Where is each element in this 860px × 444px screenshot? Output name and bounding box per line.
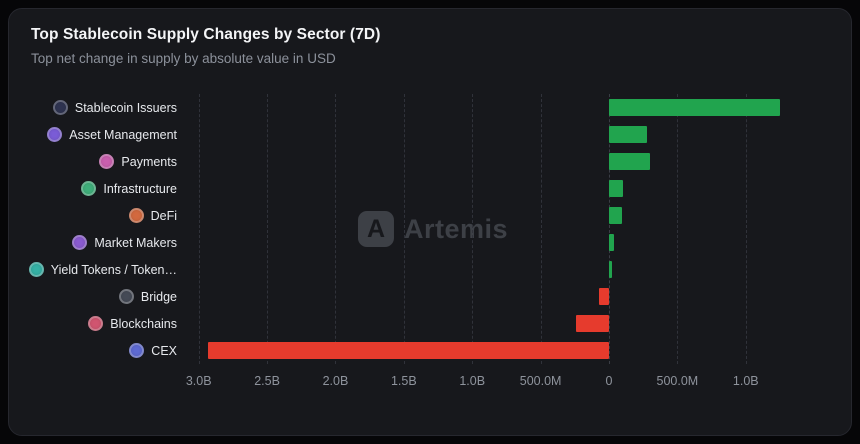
chart-row: Payments — [9, 148, 851, 175]
bridge-icon — [118, 289, 134, 304]
x-tick-label: 1.5B — [390, 374, 417, 388]
bar-asset-management[interactable] — [609, 126, 648, 143]
category-label: Infrastructure — [9, 181, 177, 196]
chart-header: Top Stablecoin Supply Changes by Sector … — [9, 9, 851, 66]
category-label-text: Yield Tokens / Token… — [50, 262, 177, 277]
category-label: Yield Tokens / Token… — [9, 262, 177, 277]
x-tick-label: 2.0B — [322, 374, 349, 388]
category-label-text: Stablecoin Issuers — [74, 100, 177, 115]
bar-track — [185, 175, 821, 202]
category-label: Stablecoin Issuers — [9, 100, 177, 115]
chart-row: Blockchains — [9, 310, 851, 337]
category-label: CEX — [9, 343, 177, 358]
bar-market-makers[interactable] — [609, 234, 615, 251]
chart-title: Top Stablecoin Supply Changes by Sector … — [31, 26, 381, 43]
bar-chart: A Artemis Stablecoin Issuers Asset Manage… — [9, 94, 851, 394]
bar-cex[interactable] — [208, 342, 609, 359]
category-label: DeFi — [9, 208, 177, 223]
blockchains-icon — [88, 316, 104, 331]
category-label-text: Payments — [121, 154, 177, 169]
chart-rows: Stablecoin Issuers Asset Management Paymen… — [9, 94, 851, 364]
category-label: Asset Management — [9, 127, 177, 142]
bar-payments[interactable] — [609, 153, 651, 170]
chart-row: DeFi — [9, 202, 851, 229]
payments-icon — [99, 154, 115, 169]
bar-yield-tokens[interactable] — [609, 261, 613, 278]
chart-card: Top Stablecoin Supply Changes by Sector … — [8, 8, 852, 436]
chart-row: Asset Management — [9, 121, 851, 148]
chart-row: Infrastructure — [9, 175, 851, 202]
x-axis: 3.0B 2.5B 2.0B 1.5B 1.0B 500.0M 0 500.0M 1.0B — [185, 374, 821, 394]
bar-track — [185, 94, 821, 121]
x-tick-label: 500.0M — [519, 374, 562, 388]
category-label: Market Makers — [9, 235, 177, 250]
bar-track — [185, 337, 821, 364]
bar-blockchains[interactable] — [576, 315, 609, 332]
chart-row: Market Makers — [9, 229, 851, 256]
bar-track — [185, 148, 821, 175]
x-tick-label: 3.0B — [185, 374, 212, 388]
chart-subtitle: Top net change in supply by absolute val… — [31, 51, 336, 66]
bar-defi[interactable] — [609, 207, 622, 224]
bar-track — [185, 283, 821, 310]
category-label-text: DeFi — [150, 208, 177, 223]
chart-row: Stablecoin Issuers — [9, 94, 851, 121]
bar-stablecoin-issuers[interactable] — [609, 99, 780, 116]
infrastructure-icon — [81, 181, 97, 196]
x-tick-label: 1.0B — [732, 374, 759, 388]
category-label-text: CEX — [151, 343, 177, 358]
category-label-text: Bridge — [140, 289, 177, 304]
bar-track — [185, 310, 821, 337]
yield-tokens-icon — [28, 262, 44, 277]
bar-bridge[interactable] — [599, 288, 609, 305]
x-tick-label: 2.5B — [254, 374, 280, 388]
market-makers-icon — [72, 235, 88, 250]
x-tick-label: 0 — [605, 374, 613, 388]
category-label-text: Infrastructure — [103, 181, 177, 196]
defi-icon — [128, 208, 144, 223]
cex-icon — [129, 343, 145, 358]
stablecoin-issuers-icon — [52, 100, 68, 115]
bar-track — [185, 202, 821, 229]
chart-row: Bridge — [9, 283, 851, 310]
bar-track — [185, 121, 821, 148]
category-label: Blockchains — [9, 316, 177, 331]
category-label: Payments — [9, 154, 177, 169]
category-label-text: Asset Management — [69, 127, 177, 142]
chart-row: CEX — [9, 337, 851, 364]
bar-infrastructure[interactable] — [609, 180, 624, 197]
x-tick-label: 500.0M — [656, 374, 699, 388]
category-label-text: Market Makers — [94, 235, 177, 250]
asset-management-icon — [47, 127, 63, 142]
category-label-text: Blockchains — [110, 316, 177, 331]
chart-row: Yield Tokens / Token… — [9, 256, 851, 283]
bar-track — [185, 229, 821, 256]
bar-track — [185, 256, 821, 283]
category-label: Bridge — [9, 289, 177, 304]
x-tick-label: 1.0B — [459, 374, 486, 388]
